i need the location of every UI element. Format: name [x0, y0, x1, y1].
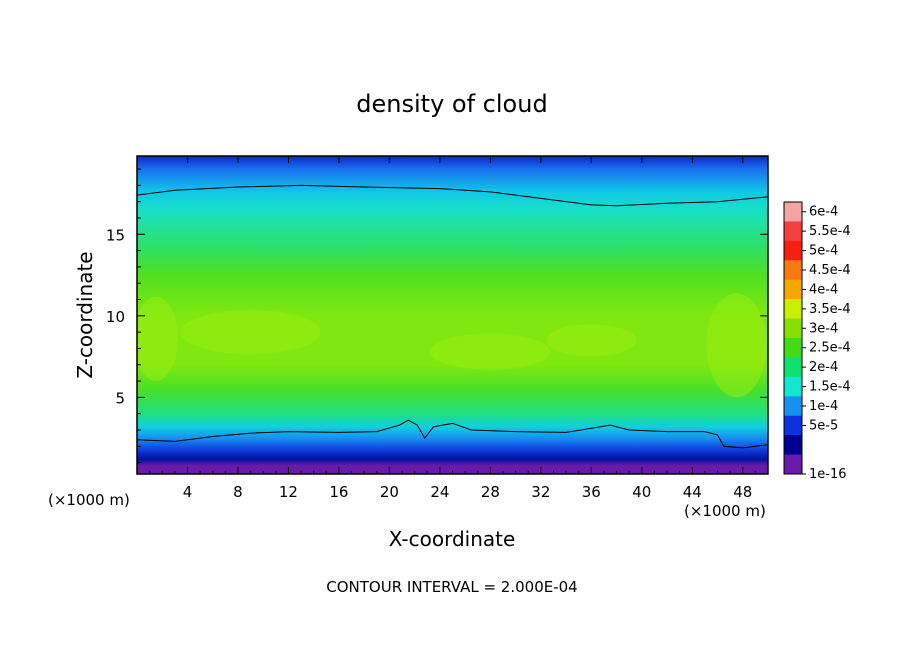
colorbar-label: 2.5e-4	[809, 341, 851, 356]
y-axis: 5 10 15	[106, 168, 768, 464]
colorbar-label: 4.5e-4	[809, 263, 851, 278]
chart-title: density of cloud	[356, 90, 547, 118]
x-tick-label: 40	[632, 483, 651, 501]
colorbar-swatch	[784, 260, 802, 281]
x-tick-label: 16	[329, 483, 348, 501]
colorbar-swatch	[784, 338, 802, 358]
colorbar-swatch	[784, 318, 802, 339]
x-tick-label: 12	[279, 483, 298, 501]
contour-line-upper	[137, 184, 768, 207]
x-tick-label: 24	[430, 483, 449, 501]
x-axis-title: X-coordinate	[389, 527, 516, 551]
colorbar-frame	[783, 201, 803, 475]
colorbar-label: 1e-16	[809, 467, 847, 482]
colorbar-label: 5.5e-4	[809, 224, 851, 239]
x-tick-label: 44	[683, 483, 702, 501]
y-tick-label: 10	[106, 308, 125, 326]
colorbar-swatch	[784, 221, 802, 242]
x-tick-label: 32	[531, 483, 550, 501]
colorbar-swatch	[784, 454, 802, 475]
colorbar-label: 5e-5	[809, 418, 838, 433]
x-tick-label: 28	[481, 483, 500, 501]
contour-interval-note: CONTOUR INTERVAL = 2.000E-04	[326, 578, 577, 596]
x-tick-label: 8	[233, 483, 243, 501]
density-patch	[546, 324, 637, 357]
x-tick-label: 4	[183, 483, 193, 501]
colorbar-swatch	[784, 376, 802, 397]
colorbar-label: 5e-4	[809, 244, 838, 259]
density-patch	[430, 333, 551, 370]
density-patch	[137, 296, 178, 381]
x-axis: 4 8 12 16 20 24 28 32 36 40 44 48	[149, 156, 756, 501]
colorbar-swatch	[784, 279, 802, 300]
colorbar-swatch	[784, 240, 802, 261]
density-patches	[137, 293, 767, 398]
density-patch	[180, 310, 321, 355]
y-tick-label: 5	[115, 389, 125, 407]
colorbar-swatch	[784, 202, 802, 222]
x-tick-label: 48	[733, 483, 752, 501]
colorbar-label: 3e-4	[809, 321, 838, 336]
y-axis-title: Z-coordinate	[73, 251, 97, 378]
colorbar-swatch	[784, 299, 802, 320]
colorbar-swatch	[784, 435, 802, 456]
density-patch	[706, 293, 767, 398]
colorbar-label: 4e-4	[809, 282, 838, 297]
colorbar-label: 1.5e-4	[809, 380, 851, 395]
colorbar-label: 6e-4	[809, 205, 838, 220]
plot-area	[136, 155, 769, 475]
colorbar-swatch	[784, 396, 802, 417]
colorbar-label: 2e-4	[809, 360, 838, 375]
x-unit-label-right: (×1000 m)	[684, 502, 766, 520]
x-tick-label: 36	[582, 483, 601, 501]
x-unit-label-left: (×1000 m)	[48, 491, 130, 509]
colorbar-swatch	[784, 357, 802, 378]
x-tick-label: 20	[380, 483, 399, 501]
contour-line-lower	[137, 419, 768, 449]
y-tick-label: 15	[106, 226, 125, 244]
colorbar: 6e-4 5.5e-4 5e-4 4.5e-4 4e-4 3.5e-4 3e-4 2.5e-4…	[783, 201, 851, 482]
colorbar-swatch	[784, 415, 802, 436]
colorbar-label: 1e-4	[809, 399, 838, 414]
colorbar-label: 3.5e-4	[809, 302, 851, 317]
